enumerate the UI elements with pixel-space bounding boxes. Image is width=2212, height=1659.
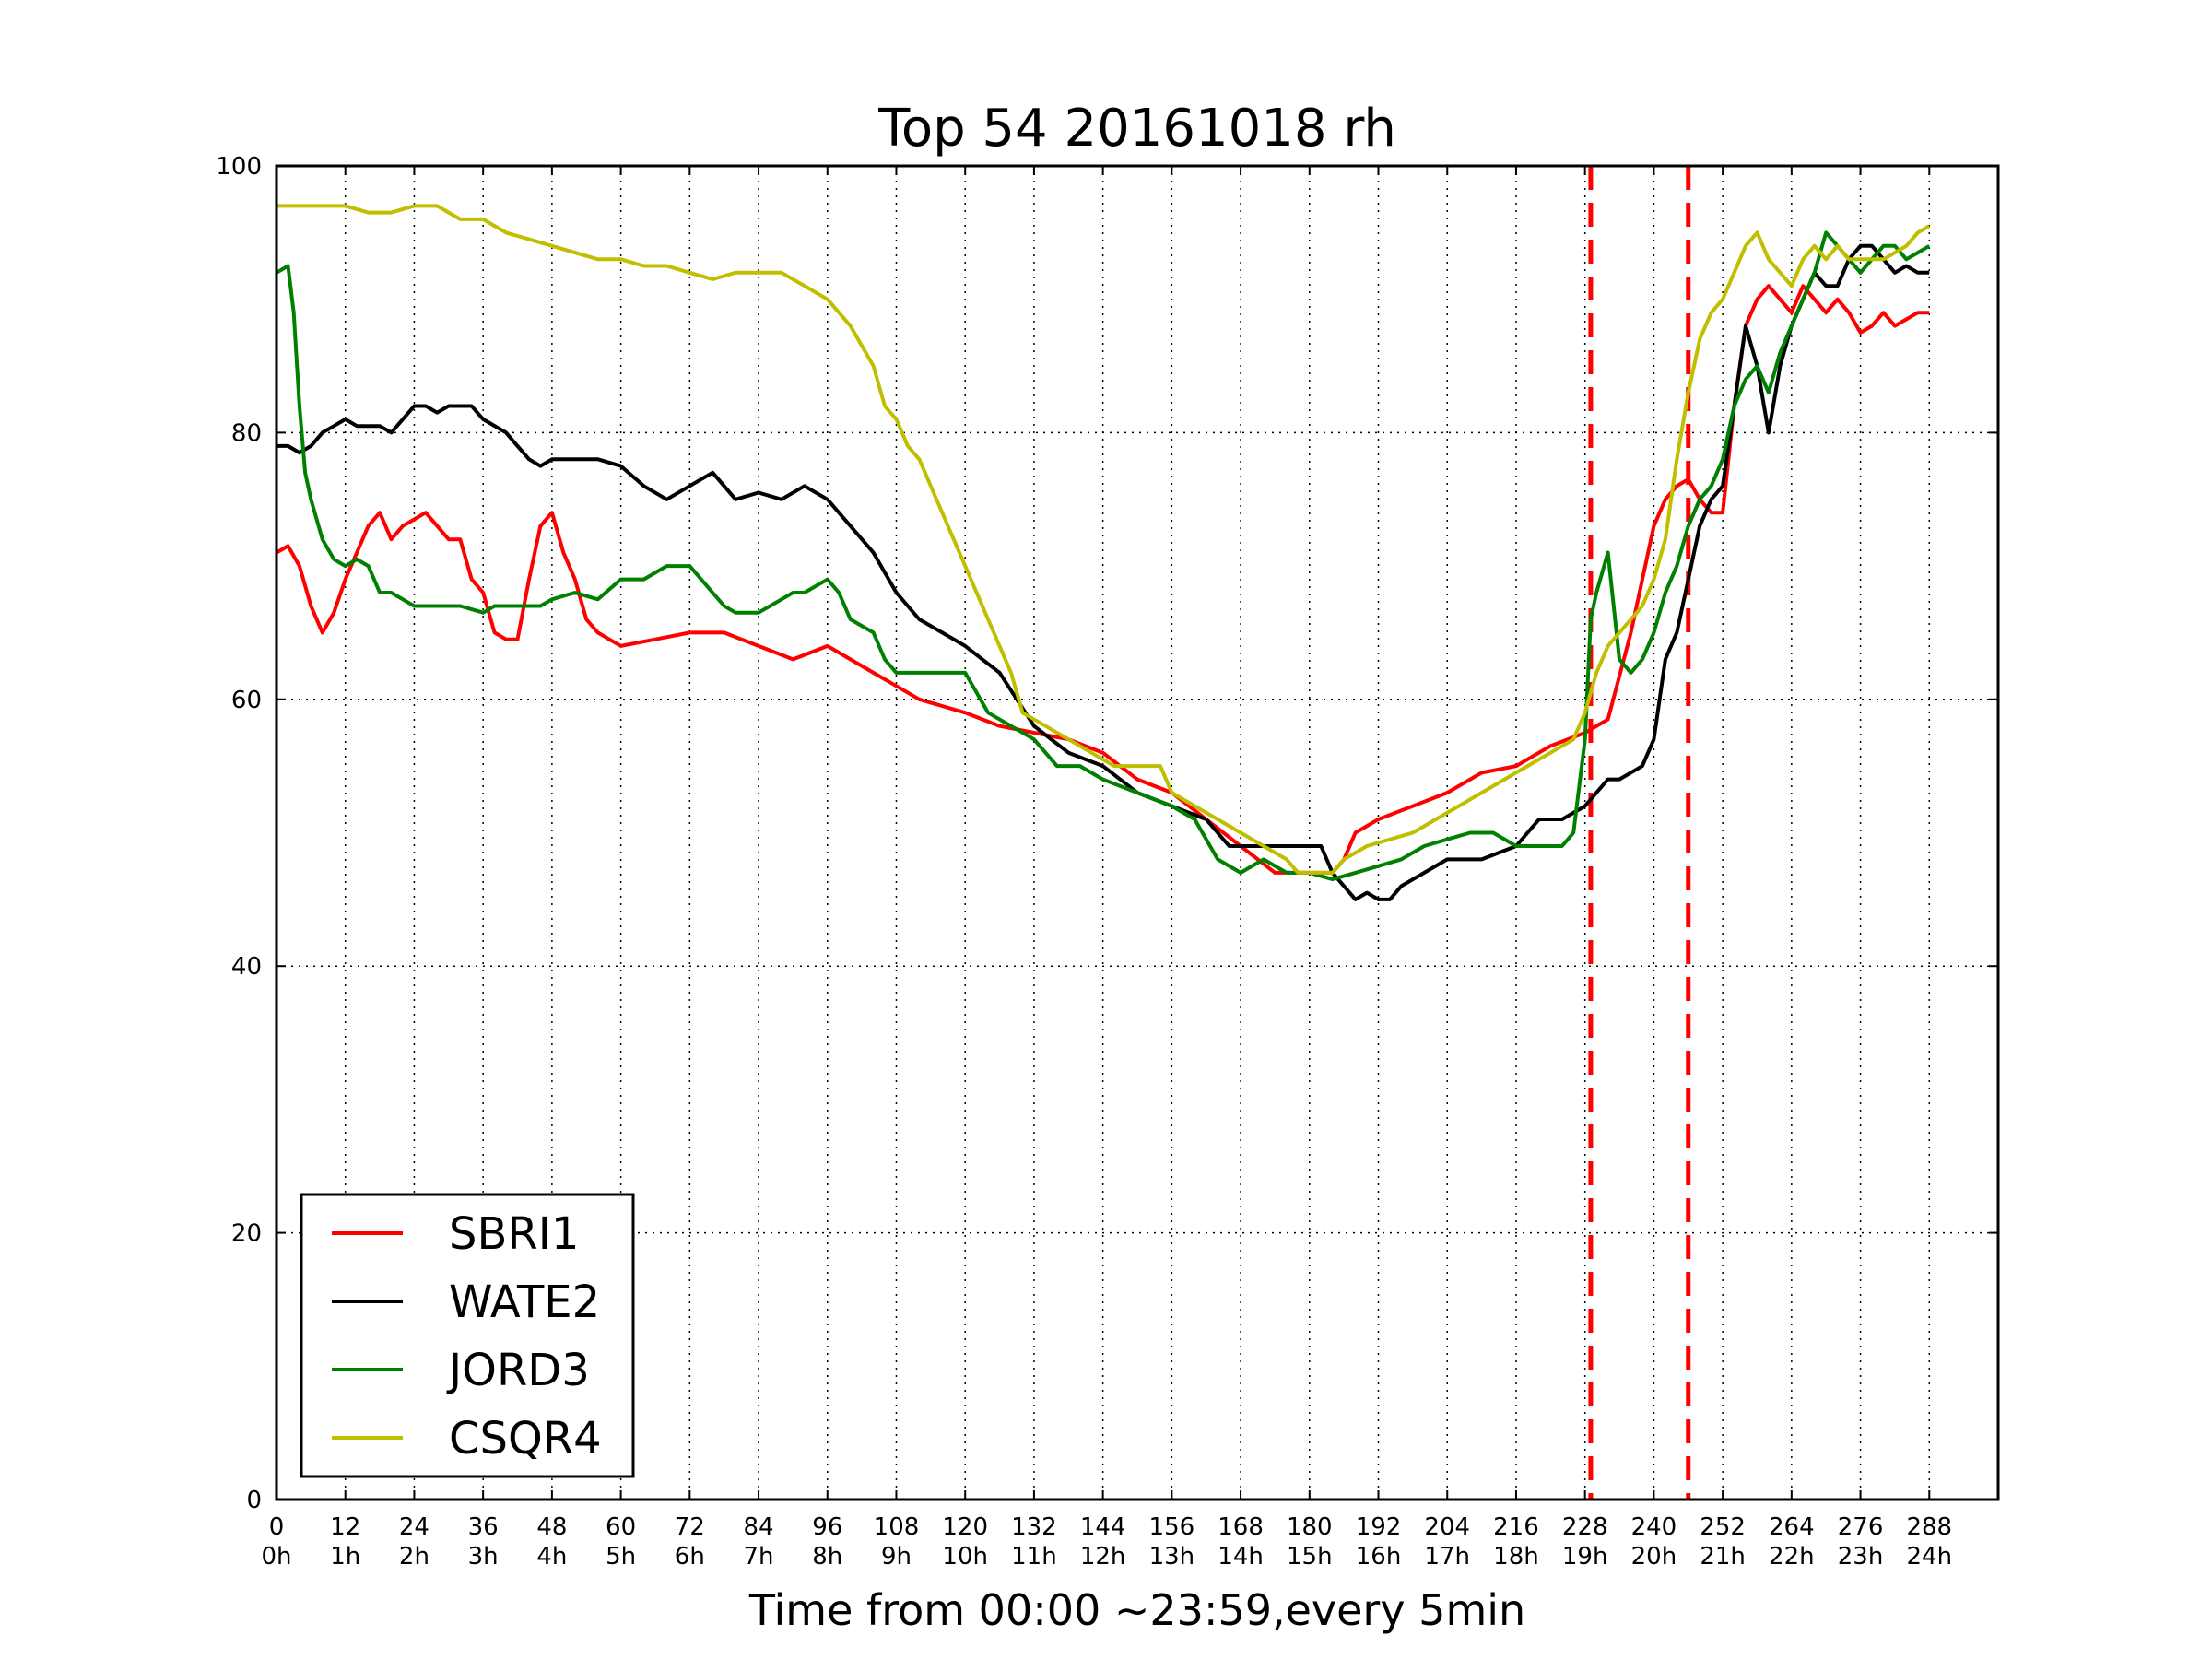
x-tick-label-hour: 21h <box>1700 1543 1746 1571</box>
x-tick-label: 276 <box>1838 1513 1884 1541</box>
x-tick-label: 252 <box>1700 1513 1746 1541</box>
x-tick-label: 240 <box>1631 1513 1677 1541</box>
x-tick-label-hour: 10h <box>942 1543 988 1571</box>
x-tick-label: 156 <box>1149 1513 1195 1541</box>
series-lines <box>275 204 1931 901</box>
x-tick-label-hour: 13h <box>1149 1543 1195 1571</box>
x-tick-label: 216 <box>1493 1513 1539 1541</box>
x-tick-label: 192 <box>1356 1513 1402 1541</box>
series-line-wate2 <box>276 243 1930 901</box>
x-tick-label: 108 <box>874 1513 920 1541</box>
x-tick-label: 24 <box>399 1513 429 1541</box>
x-tick-label: 48 <box>536 1513 567 1541</box>
x-tick-label-hour: 3h <box>468 1543 499 1571</box>
y-tick-label: 80 <box>231 419 262 447</box>
x-tick-label: 60 <box>606 1513 636 1541</box>
x-tick-label-hour: 23h <box>1838 1543 1884 1571</box>
chart-title: Top 54 20161018 rh <box>877 99 1396 159</box>
series-line-sbri1 <box>276 284 1930 875</box>
x-tick-label-hour: 0h <box>261 1543 291 1571</box>
x-tick-label: 180 <box>1287 1513 1333 1541</box>
x-tick-label-hour: 2h <box>399 1543 429 1571</box>
x-tick-label: 264 <box>1769 1513 1815 1541</box>
x-tick-label-hour: 14h <box>1218 1543 1264 1571</box>
series-line-jord3 <box>275 230 1931 882</box>
x-tick-label-hour: 19h <box>1562 1543 1608 1571</box>
legend-label: SBRI1 <box>449 1208 579 1260</box>
vertical-markers <box>1588 166 1691 1500</box>
x-tick-label-hour: 8h <box>812 1543 842 1571</box>
plot-area-frame <box>275 164 2000 1501</box>
legend-label: JORD3 <box>446 1345 590 1396</box>
x-tick-label-hour: 16h <box>1356 1543 1402 1571</box>
legend: SBRI1 WATE2 JORD3 CSQR4 <box>300 1193 635 1478</box>
x-tick-label: 12 <box>330 1513 360 1541</box>
x-tick-label-hour: 4h <box>536 1543 567 1571</box>
x-tick-label: 36 <box>468 1513 499 1541</box>
x-tick-label-hour: 5h <box>606 1543 636 1571</box>
x-tick-label-hour: 15h <box>1287 1543 1333 1571</box>
x-tick-label: 120 <box>942 1513 988 1541</box>
series-line-csqr4 <box>276 204 1931 875</box>
grid <box>276 166 1998 1500</box>
y-tick-label: 20 <box>231 1220 262 1248</box>
x-tick-label-hour: 11h <box>1011 1543 1057 1571</box>
x-tick-label: 168 <box>1218 1513 1264 1541</box>
axes: 00h121h242h363h484h605h726h847h968h1089h… <box>216 153 1998 1571</box>
y-tick-label: 40 <box>231 953 262 981</box>
y-tick-label: 100 <box>216 153 262 181</box>
legend-label: CSQR4 <box>449 1413 602 1465</box>
x-tick-label: 72 <box>675 1513 705 1541</box>
legend-label: WATE2 <box>449 1277 600 1328</box>
x-tick-label-hour: 20h <box>1631 1543 1677 1571</box>
x-tick-label-hour: 6h <box>675 1543 705 1571</box>
x-tick-label-hour: 24h <box>1906 1543 1952 1571</box>
x-tick-label-hour: 1h <box>330 1543 360 1571</box>
x-tick-label: 0 <box>269 1513 285 1541</box>
x-tick-label-hour: 18h <box>1493 1543 1539 1571</box>
x-tick-label: 96 <box>812 1513 842 1541</box>
x-tick-label-hour: 9h <box>881 1543 912 1571</box>
x-tick-label: 204 <box>1424 1513 1470 1541</box>
x-tick-label: 228 <box>1562 1513 1608 1541</box>
y-tick-label: 60 <box>231 687 262 714</box>
x-tick-label: 132 <box>1011 1513 1057 1541</box>
x-tick-label-hour: 7h <box>744 1543 774 1571</box>
x-tick-label-hour: 12h <box>1080 1543 1126 1571</box>
x-tick-label: 288 <box>1906 1513 1952 1541</box>
x-tick-label: 144 <box>1080 1513 1126 1541</box>
x-tick-label-hour: 17h <box>1424 1543 1470 1571</box>
legend-box <box>300 1193 635 1478</box>
x-tick-label: 84 <box>743 1513 773 1541</box>
y-tick-label: 0 <box>246 1487 262 1514</box>
x-axis-label: Time from 00:00 ~23:59,every 5min <box>748 1585 1525 1635</box>
x-tick-label-hour: 22h <box>1769 1543 1815 1571</box>
